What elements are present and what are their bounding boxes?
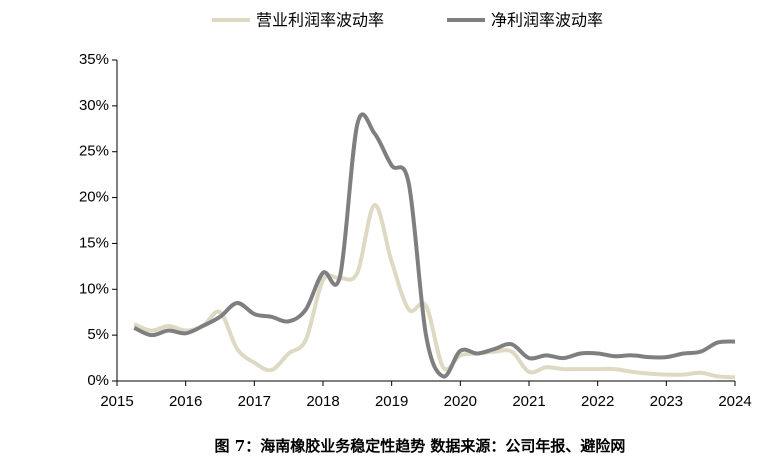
y-tick-label: 0% bbox=[87, 372, 109, 389]
x-tick-label: 2024 bbox=[718, 393, 751, 410]
y-tick-label: 30% bbox=[79, 97, 109, 114]
x-tick-label: 2021 bbox=[512, 393, 545, 410]
x-tick-label: 2017 bbox=[238, 393, 271, 410]
legend-label: 净利润率波动率 bbox=[491, 11, 603, 30]
x-tick-label: 2023 bbox=[650, 393, 683, 410]
caption: 图 7：海南橡胶业务稳定性趋势 数据来源：公司年报、避险网 bbox=[215, 437, 626, 455]
x-tick-label: 2019 bbox=[375, 393, 408, 410]
x-tick-label: 2015 bbox=[100, 393, 133, 410]
x-tick-label: 2016 bbox=[169, 393, 202, 410]
y-tick-label: 10% bbox=[79, 280, 109, 297]
series-line bbox=[133, 202, 736, 380]
legend-label: 营业利润率波动率 bbox=[256, 11, 384, 30]
y-tick-label: 20% bbox=[79, 189, 109, 206]
y-tick-label: 15% bbox=[79, 234, 109, 251]
x-tick-label: 2020 bbox=[444, 393, 477, 410]
series-line bbox=[133, 112, 736, 379]
x-tick-label: 2022 bbox=[581, 393, 614, 410]
y-tick-label: 25% bbox=[79, 143, 109, 160]
y-tick-label: 35% bbox=[79, 51, 109, 68]
x-tick-label: 2018 bbox=[306, 393, 339, 410]
y-tick-label: 5% bbox=[87, 326, 109, 343]
